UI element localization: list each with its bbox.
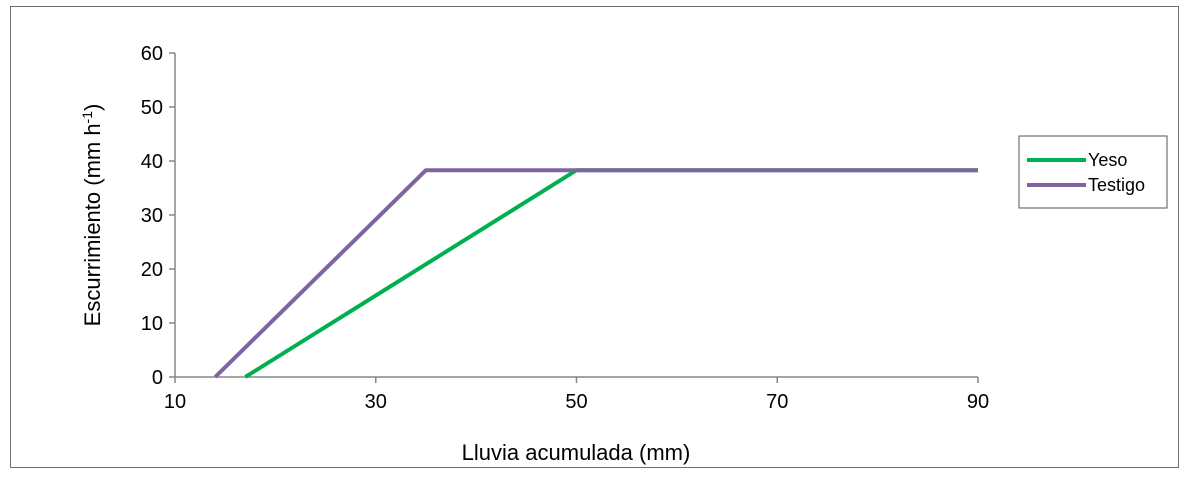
y-tick-label: 20 xyxy=(141,259,163,281)
legend-box xyxy=(1018,135,1168,209)
y-axis-title: Escurrimiento (mm h-1) xyxy=(79,104,105,327)
y-axis-title-main: Escurrimiento (mm h xyxy=(80,123,105,326)
series-layer xyxy=(213,168,978,379)
y-axis-title-close: ) xyxy=(80,104,105,111)
y-axis-title-superscript: -1 xyxy=(79,111,95,124)
y-tick-label: 0 xyxy=(152,367,163,389)
y-tick-label: 30 xyxy=(141,205,163,227)
x-tick-label: 50 xyxy=(565,391,587,413)
legend-label-yeso: Yeso xyxy=(1088,150,1127,170)
y-tick-label: 40 xyxy=(141,151,163,173)
y-tick-label: 60 xyxy=(141,43,163,65)
series-line-yeso xyxy=(244,168,978,379)
series-line-testigo xyxy=(213,168,978,379)
x-tick-label: 70 xyxy=(766,391,788,413)
legend-label-testigo: Testigo xyxy=(1088,175,1145,195)
x-tick-label: 30 xyxy=(365,391,387,413)
legend: Yeso Testigo xyxy=(1018,135,1168,209)
y-tick-label: 50 xyxy=(141,97,163,119)
chart-frame xyxy=(10,6,1179,468)
y-tick-label: 10 xyxy=(141,313,163,335)
x-tick-label: 90 xyxy=(967,391,989,413)
x-tick-label: 10 xyxy=(164,391,186,413)
x-axis-title: Lluvia acumulada (mm) xyxy=(462,440,691,465)
